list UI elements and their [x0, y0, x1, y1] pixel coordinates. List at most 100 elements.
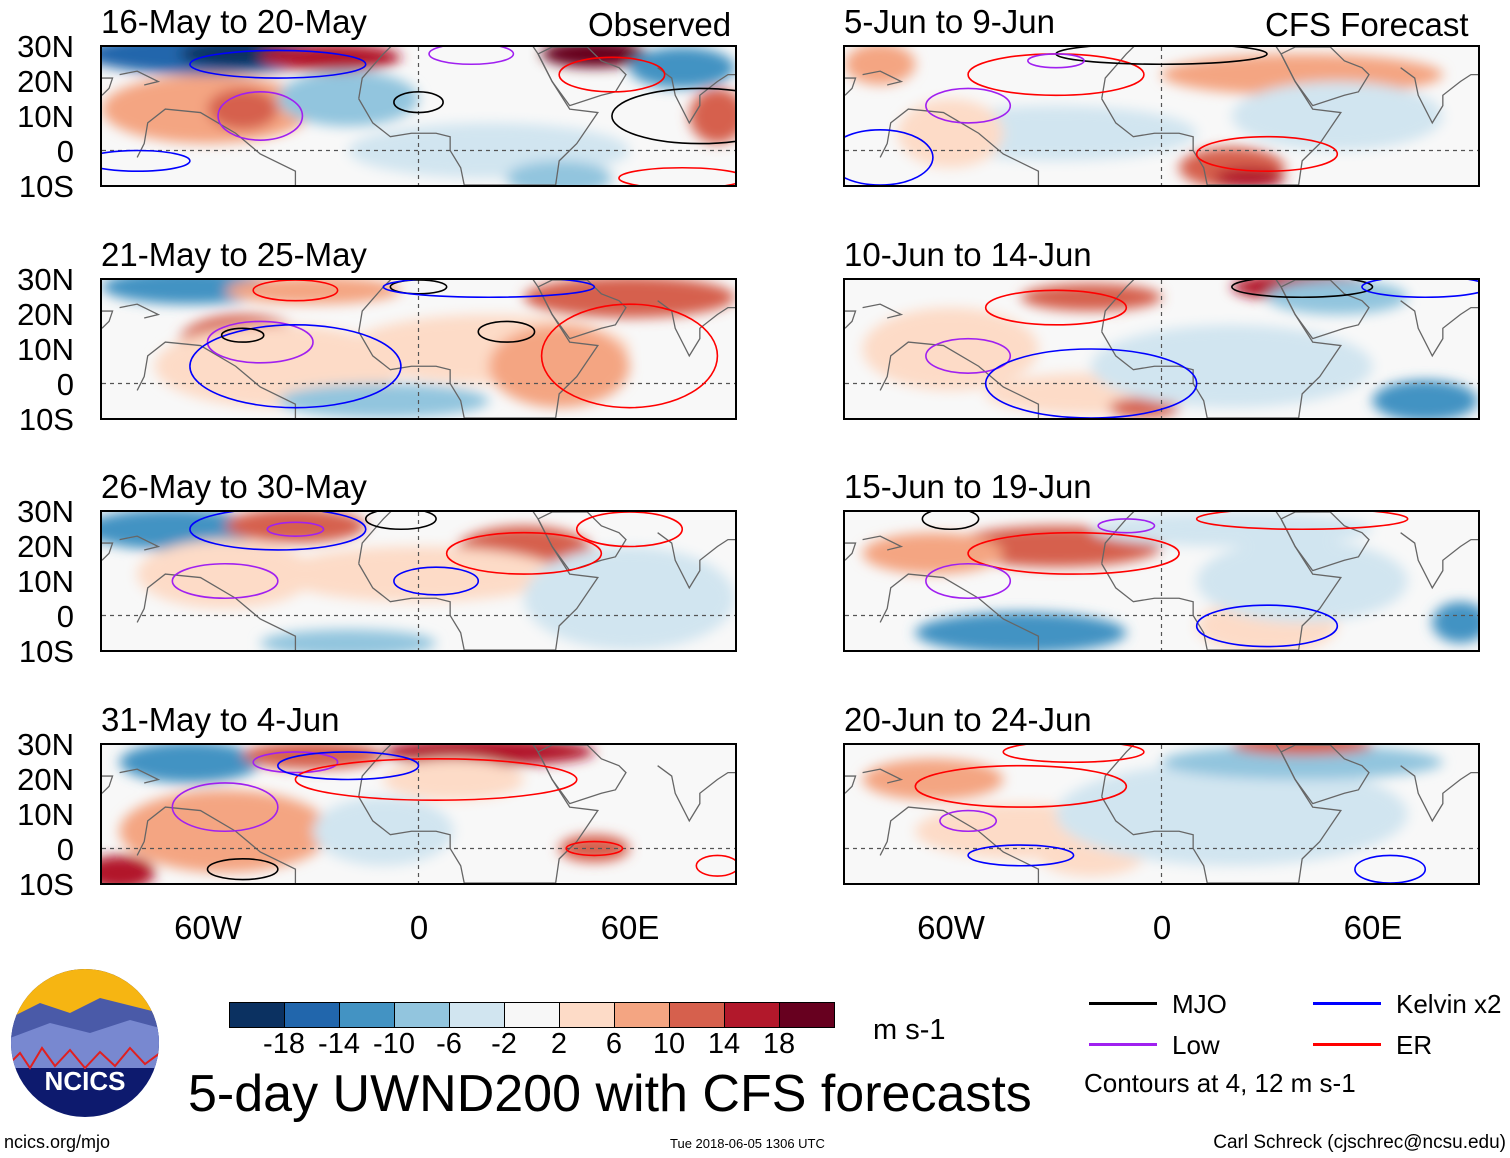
colorbar-tick-label: 10 [652, 1028, 686, 1060]
colorbar-swatch [725, 1003, 780, 1027]
wave-contour [968, 54, 1144, 95]
anomaly-region [1161, 745, 1443, 780]
panel-title: 16-May to 20-May [101, 3, 367, 40]
wave-contour [218, 92, 302, 140]
wave-contour [429, 45, 513, 64]
colorbar-tick-label: -6 [436, 1028, 462, 1060]
colorbar-swatch [340, 1003, 395, 1027]
coastline [120, 304, 159, 318]
wave-contour [968, 533, 1179, 574]
wave-contour [542, 304, 718, 408]
coastline [880, 342, 1038, 418]
wave-contour [968, 845, 1074, 866]
lat-tick-label: 0 [56, 599, 74, 634]
wave-contour [394, 92, 443, 113]
coastline [845, 78, 856, 95]
coastline [1102, 510, 1341, 650]
colorbar-swatch [450, 1003, 505, 1027]
colorbar-swatch [560, 1003, 615, 1027]
anomaly-region [629, 47, 735, 89]
wave-contour [1003, 743, 1144, 762]
panel-title: 31-May to 4-Jun [101, 701, 340, 738]
anomaly-region [524, 546, 735, 650]
colorbar-swatch [670, 1003, 725, 1027]
coastline [845, 543, 856, 560]
anomaly-region [225, 512, 366, 544]
coastline [880, 807, 1038, 883]
coastline [658, 766, 735, 821]
colorbar-swatch [395, 1003, 450, 1027]
wave-contour [926, 339, 1010, 374]
wave-contour [619, 168, 737, 187]
anomaly-region [207, 88, 278, 130]
wave-contour [1197, 137, 1338, 172]
coastline [102, 78, 113, 95]
anomaly-region [1196, 539, 1408, 623]
map-panel [100, 510, 737, 652]
anomaly-region [524, 280, 735, 318]
coastline [137, 574, 295, 650]
chart-title: 5-day UWND200 with CFS forecasts [188, 1065, 1032, 1123]
lat-tick-label: 20N [17, 762, 74, 797]
coastline [1102, 743, 1341, 883]
lon-tick-label: 60W [917, 909, 985, 946]
wave-contour [1362, 278, 1480, 297]
wave-contour [278, 752, 419, 780]
wave-contour [295, 759, 576, 800]
anomaly-region [383, 758, 524, 801]
lat-tick-label: 30N [17, 262, 74, 297]
wave-contour [986, 349, 1197, 418]
wave-contour [267, 522, 323, 536]
svg-text:NCICS: NCICS [45, 1066, 126, 1096]
colorbar-tick-label: -2 [491, 1028, 517, 1060]
wave-contour [915, 766, 1126, 807]
anomaly-region [1091, 324, 1373, 408]
coastline [880, 109, 1038, 185]
anomaly-region [915, 612, 1127, 650]
map-panel [100, 743, 737, 885]
wave-contour [1098, 519, 1154, 533]
coastline [359, 278, 598, 418]
coastline [863, 304, 902, 318]
coastline [538, 280, 626, 339]
wave-contour [1028, 54, 1084, 68]
coastline [863, 71, 902, 85]
lat-tick-label: 30N [17, 494, 74, 529]
anomaly-region [277, 71, 419, 127]
author: Carl Schreck (cjschrec@ncsu.edu) [1213, 1132, 1506, 1153]
lat-tick-label: 10S [18, 867, 74, 902]
timestamp: Tue 2018-06-05 1306 UTC [670, 1136, 825, 1151]
legend-line [1089, 1043, 1157, 1046]
coastline [538, 47, 626, 106]
panel-title: 15-Jun to 19-Jun [844, 468, 1092, 505]
anomaly-region [313, 796, 454, 866]
map-panel [843, 278, 1480, 420]
wave-contour [940, 811, 996, 832]
lon-tick-label: 60E [1343, 909, 1403, 946]
wave-contour [986, 290, 1127, 325]
wave-contour [190, 325, 401, 408]
site-link[interactable]: ncics.org/mjo [4, 1132, 111, 1152]
coastline [102, 776, 113, 793]
map-panel [843, 510, 1480, 652]
lat-tick-label: 20N [17, 297, 74, 332]
coastline [658, 68, 735, 123]
panel-title: 10-Jun to 14-Jun [844, 236, 1092, 273]
colorbar-tick-label: -18 [263, 1028, 305, 1060]
colorbar-swatch [780, 1003, 834, 1027]
coastline [1281, 47, 1369, 106]
lat-tick-label: 10N [17, 99, 74, 134]
anomaly-region [260, 629, 437, 650]
panel-title: 5-Jun to 9-Jun [844, 3, 1055, 40]
coastline [137, 342, 295, 418]
wave-contour [447, 533, 602, 574]
anomaly-region [506, 160, 612, 185]
colorbar-swatch [505, 1003, 560, 1027]
anomaly-region [1372, 380, 1478, 418]
wave-contour [612, 88, 737, 143]
coastline [1102, 45, 1341, 185]
map-panel [843, 743, 1480, 885]
coastline [359, 45, 598, 185]
wave-contour [566, 842, 622, 856]
coastline [845, 776, 856, 793]
